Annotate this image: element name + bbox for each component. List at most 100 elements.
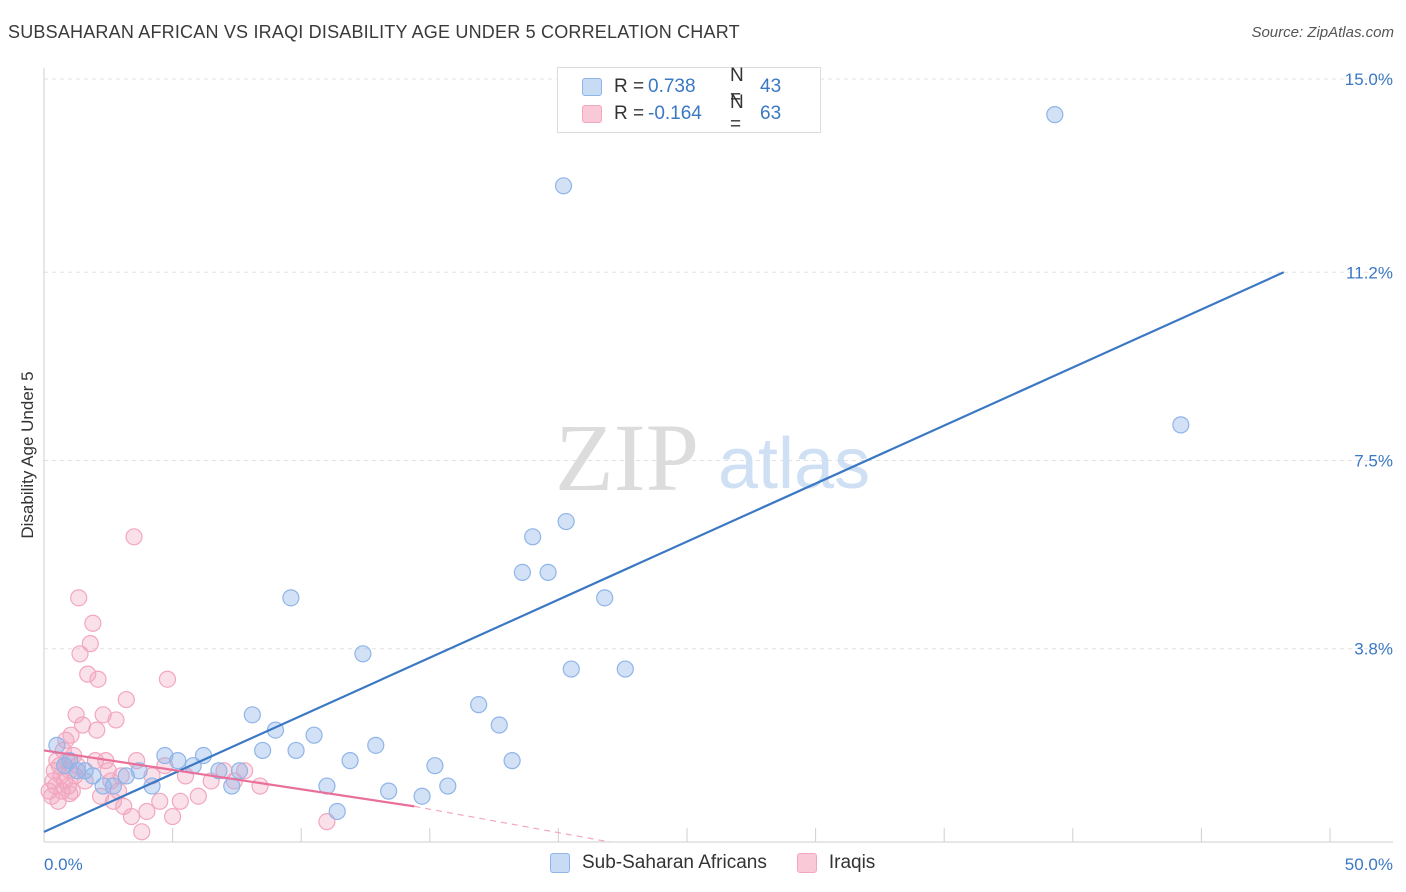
data-point-subsaharan	[104, 777, 123, 795]
data-point-subsaharan	[169, 752, 187, 770]
legend-n-value: 63	[760, 103, 782, 124]
data-point-subsaharan	[287, 741, 305, 760]
data-point-iraqi	[189, 787, 207, 805]
data-point-subsaharan	[55, 757, 74, 775]
legend-item-iraqi[interactable]: Iraqis	[796, 852, 876, 874]
data-point-iraqi	[133, 823, 151, 841]
data-point-subsaharan	[210, 762, 228, 780]
data-point-iraqi	[318, 813, 336, 831]
data-point-subsaharan	[596, 589, 614, 607]
data-point-subsaharan	[305, 726, 323, 744]
data-point-subsaharan	[341, 752, 359, 770]
data-point-iraqi	[61, 785, 79, 803]
trend-lines	[43, 271, 1285, 843]
grid-lines	[44, 78, 1393, 650]
correlation-legend: R = 0.738 N = 43 R = -0.164 N = 63	[557, 65, 821, 135]
data-point-iraqi	[158, 670, 177, 688]
data-point-iraqi	[125, 528, 143, 546]
data-point-subsaharan	[616, 660, 634, 678]
trendline-iraqi-extension	[414, 805, 610, 843]
data-point-subsaharan	[84, 767, 102, 785]
data-point-subsaharan	[354, 645, 372, 663]
data-point-iraqi	[236, 762, 254, 780]
data-point-iraqi	[71, 645, 89, 663]
data-point-subsaharan	[1046, 106, 1064, 124]
legend-r-value: 0.738	[648, 76, 696, 97]
legend-row-iraqi: R = -0.164 N = 63	[582, 92, 782, 135]
data-point-iraqi	[88, 721, 106, 739]
data-point-iraqi	[94, 706, 112, 724]
trendline-subsaharan	[43, 271, 1285, 833]
data-point-iraqi	[251, 777, 269, 795]
iraqi-points	[40, 528, 336, 841]
y-tick-label: 15.0%	[1345, 70, 1393, 89]
data-point-subsaharan	[524, 528, 542, 546]
data-point-subsaharan	[490, 716, 508, 734]
axes	[43, 68, 1393, 843]
data-point-iraqi	[57, 731, 75, 749]
data-point-subsaharan	[557, 512, 575, 531]
data-point-subsaharan	[194, 746, 213, 765]
data-point-iraqi	[62, 726, 80, 744]
data-point-subsaharan	[439, 777, 457, 795]
tick-labels: 3.8% 7.5% 11.2% 15.0% 0.0% 50.0%	[44, 70, 1393, 874]
data-point-subsaharan	[117, 767, 135, 785]
data-point-subsaharan	[156, 746, 174, 765]
series-legend: Sub-Saharan Africans Iraqis	[550, 852, 905, 874]
data-point-subsaharan	[1172, 416, 1190, 434]
legend-swatch-blue	[550, 853, 570, 873]
data-point-iraqi	[91, 787, 110, 805]
legend-label-subsaharan: Sub-Saharan Africans	[582, 852, 767, 873]
legend-item-subsaharan[interactable]: Sub-Saharan Africans	[550, 852, 767, 874]
data-point-iraqi	[81, 635, 99, 653]
data-point-iraqi	[122, 807, 141, 826]
data-point-subsaharan	[503, 752, 521, 770]
legend-swatch-pink	[796, 853, 817, 873]
data-point-iraqi	[117, 690, 135, 709]
data-point-iraqi	[164, 807, 182, 826]
legend-r-label: R =	[614, 76, 645, 97]
y-tick-label: 7.5%	[1354, 452, 1393, 471]
data-point-subsaharan	[254, 741, 272, 760]
data-point-iraqi	[138, 802, 156, 821]
data-point-subsaharan	[328, 802, 346, 821]
legend-r-value: -0.164	[648, 103, 702, 124]
data-point-subsaharan	[554, 177, 573, 195]
trendline-iraqi	[43, 749, 415, 808]
data-point-subsaharan	[413, 787, 431, 805]
subsaharan-points	[48, 106, 1190, 821]
legend-r-label: R =	[614, 103, 645, 124]
data-point-iraqi	[84, 614, 102, 632]
y-axis-label: Disability Age Under 5	[18, 371, 37, 539]
data-point-iraqi	[99, 762, 117, 780]
legend-n-value: 43	[760, 76, 782, 97]
data-point-iraqi	[67, 706, 85, 724]
data-point-iraqi	[171, 792, 189, 810]
data-point-subsaharan	[367, 736, 385, 754]
data-point-subsaharan	[426, 757, 444, 775]
watermark-zip: ZIP	[555, 404, 699, 511]
data-point-subsaharan	[513, 563, 531, 582]
x-tick-label: 50.0%	[1345, 855, 1393, 874]
x-tick-label: 0.0%	[44, 855, 83, 874]
data-point-subsaharan	[380, 782, 398, 800]
data-point-iraqi	[151, 792, 169, 810]
source-label: Source: ZipAtlas.com	[1251, 24, 1394, 41]
data-point-iraqi	[89, 670, 107, 688]
data-point-iraqi	[70, 589, 88, 607]
data-point-subsaharan	[539, 563, 557, 582]
legend-label-iraqi: Iraqis	[828, 852, 876, 873]
data-point-iraqi	[79, 665, 97, 683]
legend-n-label: N =	[730, 92, 744, 135]
data-point-subsaharan	[562, 660, 580, 678]
legend-n-label: N =	[730, 65, 744, 108]
legend-swatch-blue	[582, 78, 602, 96]
data-point-iraqi	[107, 711, 125, 729]
legend-swatch-pink	[582, 105, 602, 123]
data-point-subsaharan	[282, 589, 300, 607]
watermark-atlas: atlas	[718, 424, 870, 504]
legend-row-subsaharan: R = 0.738 N = 43	[582, 65, 782, 108]
chart-title: SUBSAHARAN AFRICAN VS IRAQI DISABILITY A…	[8, 22, 740, 42]
y-tick-label: 3.8%	[1354, 640, 1393, 659]
